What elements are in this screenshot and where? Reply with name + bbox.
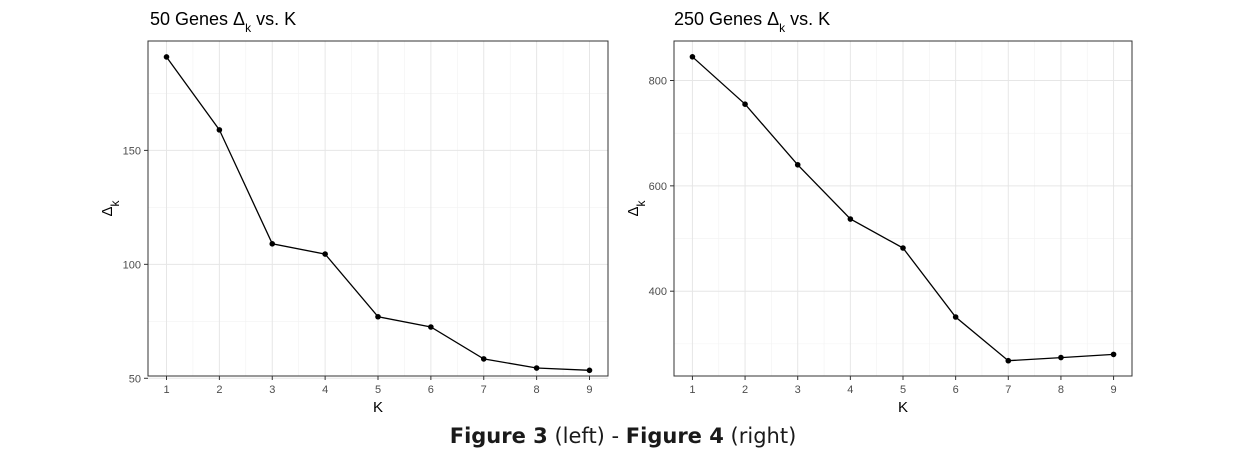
chart-title: 250 Genes Δk vs. K — [674, 9, 830, 35]
data-point — [689, 54, 696, 60]
data-point — [480, 356, 487, 362]
data-point — [586, 367, 593, 374]
x-tick-label: 7 — [1005, 384, 1011, 396]
caption-left-text: (left) - — [554, 424, 626, 448]
x-tick-label: 1 — [163, 384, 169, 396]
x-axis-label: K — [373, 399, 383, 416]
figure-caption: Figure 3 (left) - Figure 4 (right) — [0, 424, 1246, 448]
x-tick-label: 5 — [900, 384, 906, 396]
right-chart: 250 Genes Δk vs. K 400 600 800 1 2 3 4 5 6 7 8 9 K Δk — [625, 9, 1133, 416]
data-point — [1005, 357, 1012, 364]
x-tick-label: 8 — [1058, 384, 1064, 396]
x-tick-label: 9 — [586, 384, 592, 396]
x-tick-label: 3 — [795, 384, 801, 396]
data-point — [1058, 354, 1064, 361]
data-point — [533, 365, 540, 371]
x-tick-label: 6 — [953, 384, 959, 396]
x-tick-label: 4 — [847, 384, 853, 396]
caption-figure-3: Figure 3 — [449, 424, 548, 448]
data-point — [216, 127, 223, 133]
x-tick-label: 8 — [534, 384, 540, 396]
caption-right-text: (right) — [730, 424, 797, 448]
x-tick-label: 1 — [689, 384, 695, 396]
left-chart: 50 Genes Δk vs. K 50 100 150 1 2 3 4 5 6 7 8 9 K Δk — [99, 9, 609, 416]
x-axis-label: K — [898, 399, 908, 416]
chart-title: 50 Genes Δk vs. K — [150, 9, 296, 35]
x-tick-label: 9 — [1111, 384, 1117, 396]
y-tick-label: 50 — [129, 373, 141, 385]
data-point — [847, 216, 854, 222]
data-point — [952, 314, 959, 320]
y-axis-label: Δk — [99, 199, 122, 216]
data-point — [375, 313, 381, 320]
x-tick-label: 5 — [375, 384, 381, 396]
data-point — [1110, 351, 1117, 358]
data-point — [428, 324, 434, 330]
data-point — [742, 101, 748, 108]
x-tick-label: 7 — [481, 384, 487, 396]
y-axis-label: Δk — [625, 199, 648, 216]
y-tick-label: 400 — [649, 286, 667, 298]
data-point — [900, 245, 906, 251]
caption-figure-4: Figure 4 — [625, 424, 724, 448]
y-tick-label: 100 — [123, 259, 141, 271]
y-tick-label: 800 — [649, 76, 667, 88]
x-tick-label: 2 — [742, 384, 748, 396]
data-point — [163, 54, 170, 60]
data-point — [794, 161, 801, 168]
x-tick-label: 6 — [428, 384, 434, 396]
y-tick-label: 600 — [649, 181, 667, 193]
x-tick-label: 2 — [216, 384, 222, 396]
data-point — [322, 251, 328, 257]
x-tick-label: 3 — [269, 384, 275, 396]
data-point — [269, 241, 276, 247]
y-tick-label: 150 — [123, 145, 141, 157]
x-tick-label: 4 — [322, 384, 328, 396]
